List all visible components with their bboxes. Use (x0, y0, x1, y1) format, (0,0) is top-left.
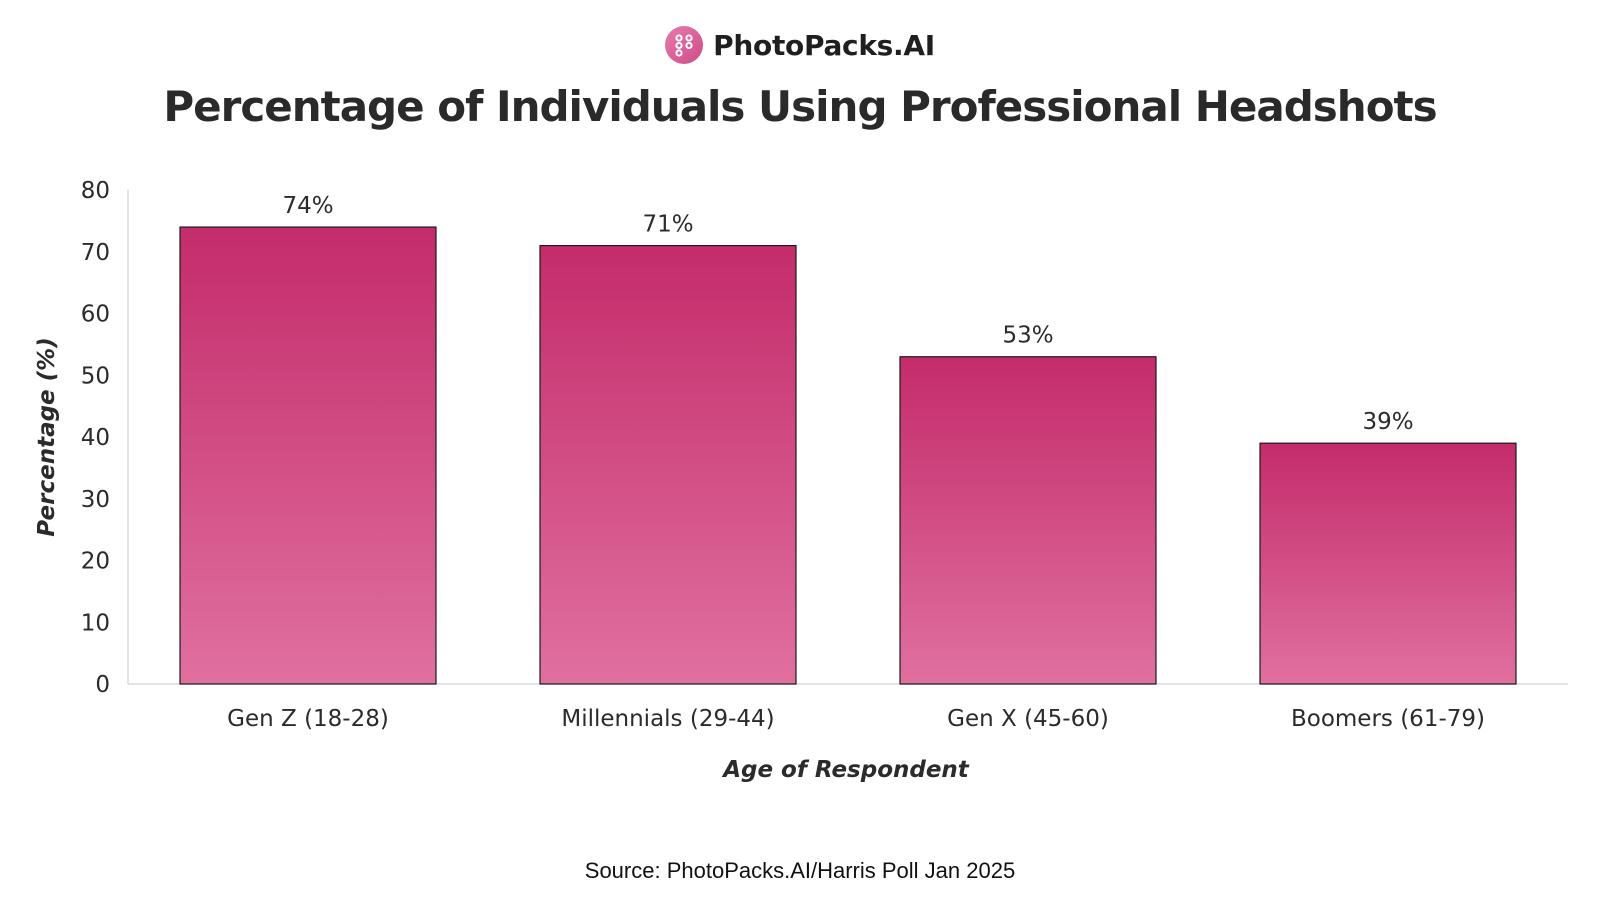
x-tick-label: Millennials (29-44) (561, 706, 774, 732)
photopacks-logo-icon (665, 26, 704, 64)
bar (179, 226, 437, 685)
bar-chart: 0 10 20 30 40 50 60 70 80 Percentage (%) 74% Gen Z … (34, 178, 1568, 783)
y-tick-label: 80 (81, 178, 110, 204)
chart-title: Percentage of Individuals Using Professi… (163, 82, 1437, 131)
y-tick-label: 60 (81, 302, 110, 328)
x-tick-label: Boomers (61-79) (1291, 706, 1485, 732)
brand: PhotoPacks.AI (0, 26, 1600, 64)
bar-value-label: 71% (642, 212, 693, 238)
x-axis-label: Age of Respondent (721, 757, 970, 783)
y-tick-label: 10 (81, 610, 110, 636)
y-tick-label: 30 (81, 487, 110, 513)
bar (899, 356, 1157, 685)
x-tick-label: Gen Z (18-28) (227, 706, 389, 732)
y-tick-label: 0 (95, 672, 110, 698)
bar (1259, 442, 1517, 685)
bar-value-label: 39% (1362, 409, 1413, 435)
y-axis-label: Percentage (%) (34, 337, 60, 536)
y-tick-label: 20 (81, 549, 110, 575)
bar-value-label: 53% (1002, 323, 1053, 349)
source-note: Source: PhotoPacks.AI/Harris Poll Jan 20… (584, 858, 1016, 883)
y-tick-label: 50 (81, 363, 110, 389)
bar-value-label: 74% (282, 193, 333, 219)
y-tick-label: 40 (81, 425, 110, 451)
brand-name: PhotoPacks.AI (713, 28, 935, 62)
y-tick-label: 70 (81, 240, 110, 266)
x-tick-label: Gen X (45-60) (947, 706, 1109, 732)
bar (539, 244, 797, 685)
